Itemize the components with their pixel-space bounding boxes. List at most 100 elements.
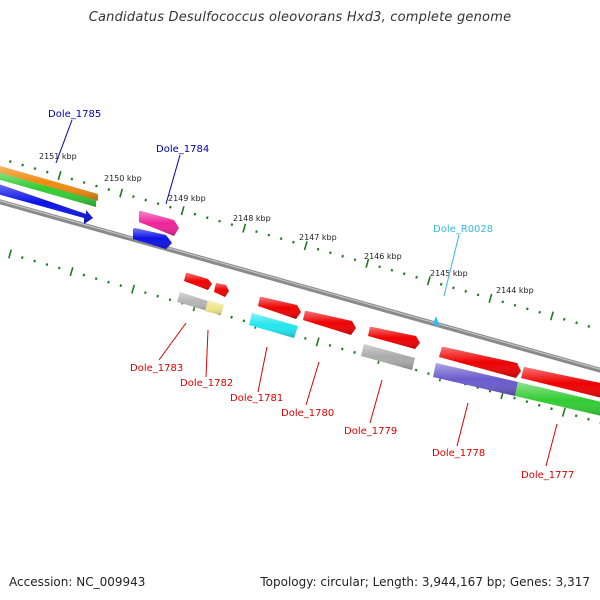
scale-upper-major-tick <box>242 223 247 233</box>
genome-backbone <box>0 199 600 373</box>
feature-dole-1781[interactable] <box>249 297 301 338</box>
scale-lower-minor-tick <box>168 298 172 302</box>
scale-labels: 2151 kbp 2150 kbp 2149 kbp 2148 kbp 2147… <box>39 152 534 295</box>
scale-upper-minor-tick <box>292 240 295 244</box>
scale-lower-minor-tick <box>341 347 344 351</box>
feature-dole-1779[interactable] <box>361 327 420 370</box>
scale-lower-minor-tick <box>513 396 516 400</box>
scale-lower-minor-tick <box>525 400 529 404</box>
scale-upper-minor-tick <box>501 300 504 304</box>
scale-upper-minor-tick <box>156 202 160 206</box>
scale-upper-major-tick <box>549 311 554 321</box>
scale-upper-major-tick <box>303 241 308 251</box>
scale-label-2151: 2151 kbp <box>39 152 77 161</box>
scale-lower-minor-tick <box>574 414 578 418</box>
scale-upper-minor-tick <box>439 282 443 286</box>
feature-dole-1785[interactable] <box>0 163 98 224</box>
scale-lower-minor-tick <box>242 319 246 323</box>
scale-upper-minor-tick <box>193 212 197 216</box>
scale-upper-minor-tick <box>230 223 234 227</box>
scale-upper-minor-tick <box>452 286 455 290</box>
gene-label-dole-1782[interactable]: Dole_1782 <box>180 378 233 389</box>
scale-upper-minor-tick <box>82 181 86 184</box>
scale-lower-major-tick <box>8 249 12 259</box>
scale-lower-minor-tick <box>33 259 36 263</box>
scale-upper-major-tick <box>488 293 493 303</box>
scale-lower-minor-tick <box>82 273 86 277</box>
scale-label-2144: 2144 kbp <box>496 286 534 295</box>
scale-upper-minor-tick <box>415 275 418 279</box>
scale-upper-minor-tick <box>45 170 49 174</box>
scale-upper-major-tick <box>365 258 370 268</box>
gene-label-dole-1781[interactable]: Dole_1781 <box>230 393 283 404</box>
scale-lower-minor-tick <box>94 277 98 281</box>
scale-upper-major-tick <box>119 188 124 198</box>
scale-lower-major-tick <box>131 284 136 294</box>
feature-dole-1783[interactable] <box>177 273 229 315</box>
scale-lower-minor-tick <box>488 389 492 393</box>
scale-label-2145: 2145 kbp <box>430 269 468 278</box>
scale-upper-minor-tick <box>402 272 406 276</box>
feature-dole-r0028[interactable] <box>433 316 440 327</box>
scale-lower-minor-tick <box>587 417 590 421</box>
scale-upper-minor-tick <box>218 219 221 223</box>
scale-track-upper <box>9 160 600 331</box>
scale-upper-minor-tick <box>95 184 98 188</box>
feature-dole-1780[interactable] <box>303 311 356 335</box>
scale-upper-minor-tick <box>587 324 591 328</box>
scale-upper-minor-tick <box>9 160 12 163</box>
scale-upper-minor-tick <box>21 163 24 167</box>
scale-upper-major-tick <box>426 276 431 286</box>
scale-label-2149: 2149 kbp <box>168 194 206 203</box>
scale-lower-minor-tick <box>537 403 541 407</box>
gene-label-dole-1785[interactable]: Dole_1785 <box>48 109 101 120</box>
scale-lower-minor-tick <box>156 294 159 298</box>
gene-label-dole-1778[interactable]: Dole_1778 <box>432 448 485 459</box>
feature-dole-1778[interactable] <box>433 347 521 396</box>
scale-lower-minor-tick <box>304 336 307 340</box>
scale-label-2147: 2147 kbp <box>299 233 337 242</box>
scale-upper-major-tick <box>57 170 62 181</box>
scale-upper-minor-tick <box>341 254 344 258</box>
gene-label-dole-1784[interactable]: Dole_1784 <box>156 144 209 155</box>
scale-upper-minor-tick <box>316 247 320 251</box>
scale-label-2146: 2146 kbp <box>364 252 402 261</box>
scale-upper-minor-tick <box>538 310 541 314</box>
gene-label-dole-1783[interactable]: Dole_1783 <box>130 363 183 374</box>
gene-label-dole-1780[interactable]: Dole_1780 <box>281 408 334 419</box>
gene-labels: Dole_1785 Dole_1784 Dole_R0028 Dole_1783… <box>48 109 574 481</box>
scale-lower-minor-tick <box>230 315 233 319</box>
scale-lower-minor-tick <box>414 368 418 372</box>
gene-label-dole-1779[interactable]: Dole_1779 <box>344 426 397 437</box>
scale-track-lower <box>8 249 600 424</box>
scale-upper-minor-tick <box>255 230 258 234</box>
feature-dole-1784[interactable] <box>133 211 179 249</box>
scale-upper-minor-tick <box>464 289 468 293</box>
scale-lower-minor-tick <box>144 291 147 295</box>
label-leaders <box>55 119 558 467</box>
topology-label: Topology: circular; Length: 3,944,167 bp… <box>260 575 590 589</box>
scale-upper-minor-tick <box>526 307 529 311</box>
scale-lower-minor-tick <box>57 266 61 270</box>
scale-upper-minor-tick <box>144 198 147 202</box>
scale-lower-minor-tick <box>550 407 553 411</box>
scale-lower-minor-tick <box>427 372 430 375</box>
feature-dole-1777[interactable] <box>515 367 600 418</box>
scale-label-2148: 2148 kbp <box>233 214 271 223</box>
map-title: Candidatus Desulfococcus oleovorans Hxd3… <box>88 10 512 25</box>
scale-upper-minor-tick <box>132 195 135 198</box>
scale-upper-minor-tick <box>169 205 172 209</box>
scale-lower-major-tick <box>561 407 566 417</box>
scale-upper-major-tick <box>180 206 185 216</box>
gene-label-dole-r0028[interactable]: Dole_R0028 <box>433 224 493 235</box>
scale-upper-minor-tick <box>476 293 480 297</box>
scale-upper-minor-tick <box>329 251 332 255</box>
scale-upper-minor-tick <box>70 177 74 181</box>
scale-lower-minor-tick <box>45 263 49 266</box>
scale-upper-minor-tick <box>378 265 381 269</box>
scale-upper-minor-tick <box>33 167 37 170</box>
scale-lower-minor-tick <box>119 284 123 288</box>
gene-label-dole-1777[interactable]: Dole_1777 <box>521 470 574 481</box>
scale-upper-minor-tick <box>267 233 271 237</box>
